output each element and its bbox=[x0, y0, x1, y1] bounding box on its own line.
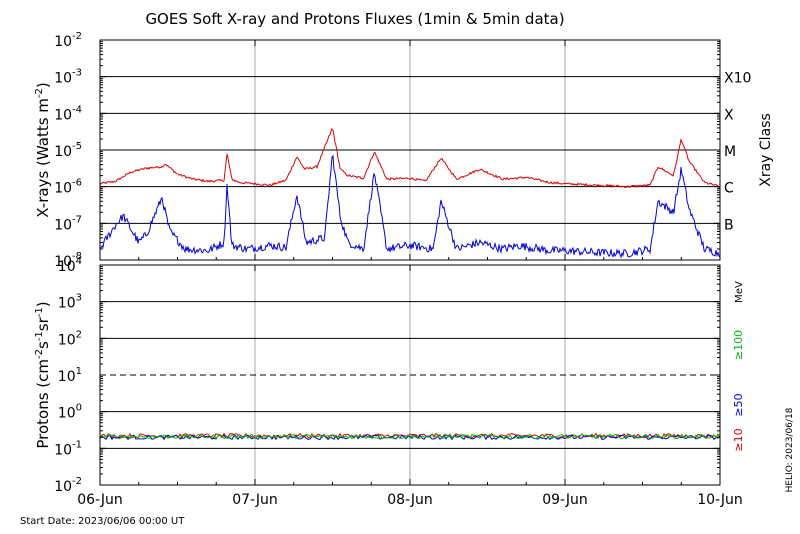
xray-tick-label: 10-7 bbox=[54, 214, 82, 233]
x-tick-label: 07-Jun bbox=[232, 492, 278, 508]
proton-panel: 104 103 102 101 100 10-1 10-2 ≥100 ≥50 ≥10 Proto… bbox=[34, 256, 745, 495]
proton-tick-label: 100 bbox=[58, 403, 82, 422]
xray-tick-label: 10-3 bbox=[54, 68, 82, 87]
proton_50-energy-label: ≥50 bbox=[732, 393, 745, 416]
proton_10-line bbox=[99, 432, 721, 440]
xray-series-group bbox=[99, 128, 721, 259]
proton_100-line bbox=[99, 433, 721, 440]
proton-series-group bbox=[99, 432, 721, 441]
xray-class-title: Xray Class bbox=[758, 113, 774, 187]
proton-tick-label: 10-2 bbox=[54, 476, 82, 495]
energy-unit-label: MeV bbox=[734, 281, 745, 303]
proton-tick-label: 101 bbox=[58, 366, 82, 385]
xray-gridlines bbox=[100, 40, 720, 260]
chart-title: GOES Soft X-ray and Protons Fluxes (1min… bbox=[145, 10, 564, 28]
proton-tick-label: 104 bbox=[58, 256, 82, 275]
xray-tick-label: 10-8 bbox=[54, 251, 82, 270]
proton-tick-label: 10-1 bbox=[54, 439, 82, 458]
xray-tick-label: 10-4 bbox=[54, 104, 82, 123]
proton-y-ticks: 104 103 102 101 100 10-1 10-2 bbox=[54, 256, 720, 495]
xray-class-label: B bbox=[724, 217, 734, 233]
xray-panel: 10-2 10-3 10-4 10-5 10-6 10-7 10-8 X10 X M C B Xra… bbox=[34, 31, 774, 270]
xray-tick-label: 10-5 bbox=[54, 141, 82, 160]
credit-label: HELIO: 2023/06/18 bbox=[785, 407, 795, 492]
proton_100-energy-label: ≥100 bbox=[732, 330, 745, 360]
x-tick-label: 08-Jun bbox=[387, 492, 433, 508]
x-tick-label: 09-Jun bbox=[542, 492, 588, 508]
xray-class-label: M bbox=[724, 144, 736, 160]
x-tick-label: 10-Jun bbox=[697, 492, 743, 508]
proton-energy-labels: ≥100 ≥50 ≥10 bbox=[732, 330, 745, 452]
xray-y-ticks: 10-2 10-3 10-4 10-5 10-6 10-7 10-8 bbox=[54, 31, 720, 270]
xray-tick-label: 10-6 bbox=[54, 178, 82, 197]
xray_long-line bbox=[99, 128, 721, 189]
start-date-label: Start Date: 2023/06/06 00:00 UT bbox=[20, 516, 185, 527]
xray-class-label: X bbox=[724, 107, 734, 123]
x-axis-ticks: 06-Jun 07-Jun 08-Jun 09-Jun 10-Jun bbox=[77, 40, 743, 508]
xray-tick-label: 10-2 bbox=[54, 31, 82, 50]
proton_10-energy-label: ≥10 bbox=[732, 428, 745, 451]
proton-y-axis-label: Protons (cm-2s-1sr-1) bbox=[34, 301, 52, 448]
xray-class-labels: X10 X M C B bbox=[724, 71, 751, 234]
xray_short-line bbox=[99, 155, 721, 259]
xray-y-axis-label: X-rays (Watts m-2) bbox=[34, 82, 52, 217]
proton-tick-label: 102 bbox=[58, 329, 82, 348]
proton-tick-label: 103 bbox=[58, 293, 82, 312]
xray-class-label: X10 bbox=[724, 71, 751, 87]
proton-gridlines bbox=[100, 265, 720, 485]
x-tick-label: 06-Jun bbox=[77, 492, 123, 508]
xray-class-label: C bbox=[724, 181, 734, 197]
